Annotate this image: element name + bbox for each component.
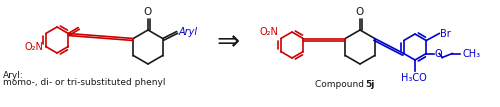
Text: O: O: [144, 7, 152, 17]
Text: momo-, di- or tri-substituted phenyl: momo-, di- or tri-substituted phenyl: [3, 78, 166, 87]
Text: O: O: [434, 48, 442, 59]
Text: O₂N: O₂N: [25, 42, 44, 51]
Text: ⇒: ⇒: [216, 28, 240, 56]
Text: 5j: 5j: [365, 80, 374, 89]
Text: CH₃: CH₃: [462, 48, 480, 59]
Text: O: O: [356, 7, 364, 17]
Text: Compound: Compound: [315, 80, 367, 89]
Text: Br: Br: [440, 28, 451, 39]
Text: H₃CO: H₃CO: [401, 73, 427, 83]
Text: Aryl:: Aryl:: [3, 71, 24, 80]
Text: Aryl: Aryl: [178, 27, 198, 36]
Text: O₂N: O₂N: [260, 27, 278, 36]
